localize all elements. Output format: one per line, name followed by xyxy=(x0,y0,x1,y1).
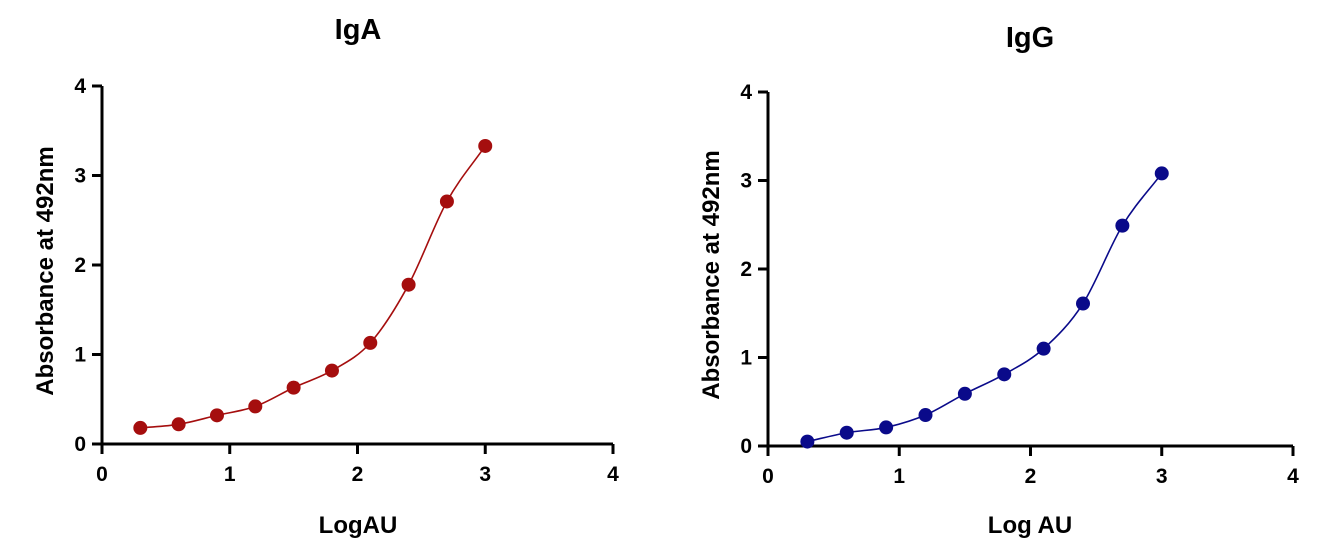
data-point xyxy=(478,138,493,153)
data-point xyxy=(1154,166,1169,181)
x-tick-label: 3 xyxy=(1156,465,1168,488)
data-point xyxy=(324,363,339,378)
y-tick-label: 2 xyxy=(74,254,86,277)
y-axis-label: Absorbance at 492nm xyxy=(698,150,725,399)
x-tick-label: 2 xyxy=(1025,465,1037,488)
y-tick-label: 4 xyxy=(740,81,752,104)
data-point xyxy=(286,380,301,395)
data-point xyxy=(439,194,454,209)
x-tick-label: 4 xyxy=(1287,465,1299,488)
data-point xyxy=(800,434,815,449)
data-point xyxy=(839,425,854,440)
fit-curve xyxy=(807,172,1163,443)
data-point xyxy=(997,367,1012,382)
x-tick-label: 1 xyxy=(224,463,236,486)
y-tick-label: 2 xyxy=(740,258,752,281)
fit-curve xyxy=(140,145,486,429)
chart-igg: IgG 0 1 2 3 4 0 1 2 3 4 Log AU Absorbance at 492nm xyxy=(698,22,1299,539)
data-point xyxy=(1036,341,1051,356)
data-point xyxy=(1076,296,1090,311)
x-tick-label: 1 xyxy=(893,465,905,488)
x-axis-label: Log AU xyxy=(988,512,1072,539)
x-tick-label: 2 xyxy=(352,463,364,486)
data-point xyxy=(918,408,933,423)
data-point xyxy=(1115,218,1130,233)
data-point xyxy=(209,408,224,423)
x-tick-label: 0 xyxy=(762,465,774,488)
data-point xyxy=(363,335,378,350)
x-tick-label: 4 xyxy=(607,463,619,486)
x-tick-label: 3 xyxy=(479,463,491,486)
data-point xyxy=(248,399,263,414)
data-point xyxy=(957,386,972,401)
y-tick-label: 1 xyxy=(740,347,752,370)
x-axis-label: LogAU xyxy=(319,512,398,539)
chart-title: IgA xyxy=(335,14,382,46)
data-point xyxy=(133,420,148,435)
x-tick-label: 0 xyxy=(96,463,108,486)
data-point xyxy=(171,417,186,432)
data-point xyxy=(879,420,894,435)
y-tick-label: 4 xyxy=(74,75,86,98)
y-tick-label: 3 xyxy=(740,170,752,193)
y-tick-label: 3 xyxy=(74,165,86,188)
y-tick-label: 0 xyxy=(740,435,752,458)
y-tick-label: 0 xyxy=(74,433,86,456)
y-axis-label: Absorbance at 492nm xyxy=(32,146,59,395)
data-point xyxy=(401,277,416,292)
y-tick-label: 1 xyxy=(74,344,86,367)
chart-title: IgG xyxy=(1006,22,1054,54)
chart-iga: IgA 0 1 2 3 4 0 1 2 3 4 LogAU Absorbance at 492nm xyxy=(32,14,619,539)
